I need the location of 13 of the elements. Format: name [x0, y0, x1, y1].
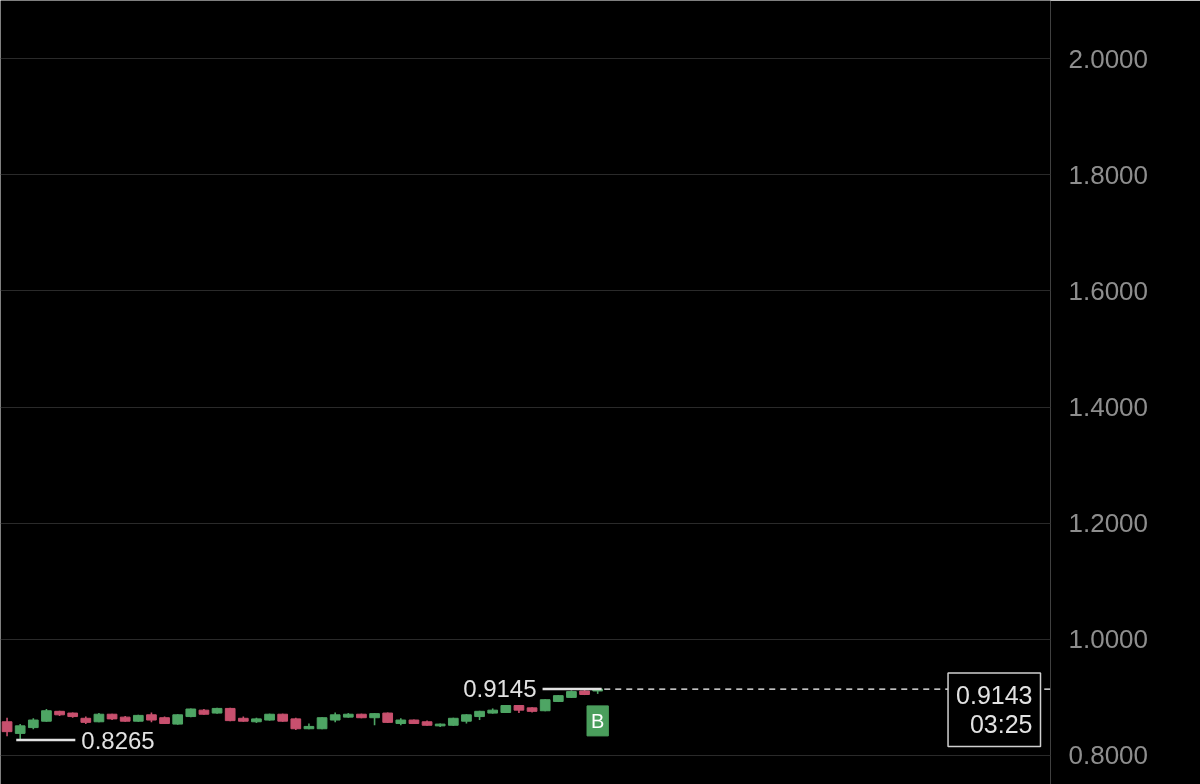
- y-tick-label: 2.0000: [1068, 43, 1149, 74]
- annotation: 0.9145: [463, 675, 537, 703]
- annotation: 03:25: [969, 710, 1033, 739]
- annotation: B: [591, 709, 605, 732]
- y-tick-label: 1.6000: [1068, 275, 1149, 306]
- candlestick: [1, 716, 13, 738]
- y-tick-label: 1.4000: [1068, 392, 1149, 423]
- y-tick-label: 0.8000: [1068, 740, 1149, 771]
- y-tick-label: 1.8000: [1068, 159, 1149, 190]
- y-tick-label: 1.2000: [1068, 508, 1149, 539]
- y-tick-label: 1.0000: [1068, 624, 1149, 655]
- ref-line-label: 0.9143: [956, 681, 1033, 710]
- annotation: 0.8265: [81, 726, 155, 754]
